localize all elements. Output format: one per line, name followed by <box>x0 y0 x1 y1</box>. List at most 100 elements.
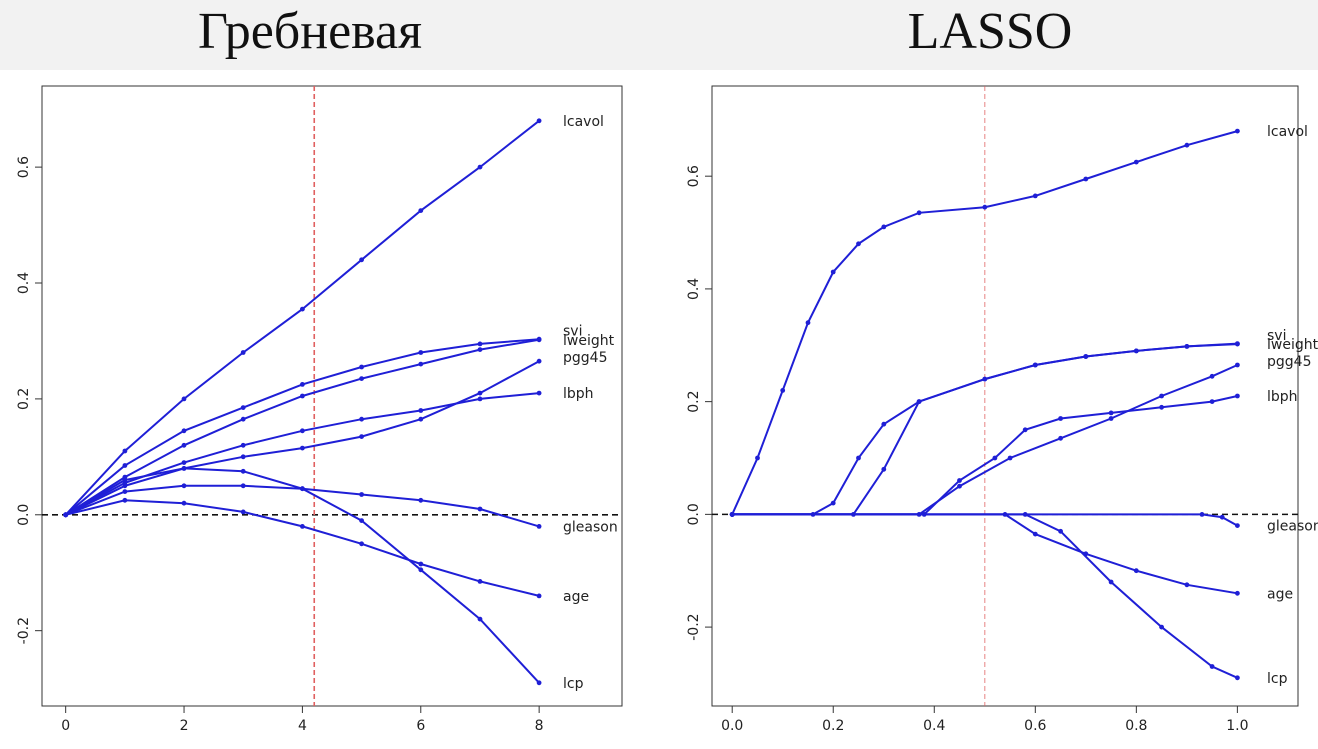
lasso-point-lcavol <box>856 241 861 247</box>
ridge-point-lbph <box>359 416 364 422</box>
ridge-point-lcavol <box>181 396 187 402</box>
ridge-point-lcavol <box>122 448 128 454</box>
lasso-point-lweight <box>1133 348 1139 354</box>
lasso-y-tick-label: 0.4 <box>686 278 702 300</box>
ridge-point-pgg45 <box>300 445 305 451</box>
lasso-end-label-svi: svi <box>1267 328 1286 344</box>
lasso-point-age <box>1235 590 1240 596</box>
ridge-point-lbph <box>477 396 483 402</box>
lasso-point-pgg45 <box>1235 362 1240 368</box>
lasso-point-lcavol <box>1083 176 1089 182</box>
lasso-end-label-lweight: lweight <box>1267 337 1318 353</box>
lasso-point-lcavol <box>830 269 836 275</box>
lasso-point-lcp <box>729 512 735 517</box>
ridge-point-svi <box>477 341 483 347</box>
lasso-point-lweight <box>881 421 887 427</box>
ridge-end-label-svi: svi <box>563 324 582 340</box>
ridge-point-lcp <box>359 518 364 523</box>
lasso-point-pgg45 <box>957 483 962 489</box>
lasso-series-lweight <box>732 343 1238 516</box>
ridge-point-lbph <box>536 390 542 396</box>
ridge-y-tick-label: 0.6 <box>16 156 32 178</box>
lasso-point-lweight <box>1184 344 1190 349</box>
lasso-point-lbph <box>1159 404 1164 410</box>
lasso-point-lcavol <box>755 455 760 461</box>
lasso-y-tick-label: 0.2 <box>686 391 702 413</box>
ridge-point-pgg45 <box>359 434 364 439</box>
lasso-point-lweight <box>830 500 836 506</box>
lasso-point-lcp <box>1159 624 1164 630</box>
ridge-y-tick-label: 0.0 <box>16 504 32 526</box>
ridge-point-lweight <box>181 442 187 448</box>
ridge-point-lcavol <box>300 306 305 312</box>
ridge-point-gleason <box>536 524 542 529</box>
ridge-point-age <box>359 541 364 547</box>
ridge-point-lcp <box>240 468 246 474</box>
lasso-end-label-gleason: gleason <box>1267 519 1318 535</box>
ridge-point-lbph <box>300 428 305 434</box>
lasso-end-label-pgg45: pgg45 <box>1267 354 1311 370</box>
ridge-x-tick-label: 2 <box>180 718 189 734</box>
ridge-point-lbph <box>181 460 187 465</box>
ridge-y-tick-label: 0.4 <box>16 272 32 294</box>
lasso-point-pgg45 <box>1159 393 1164 399</box>
lasso-end-label-lcavol: lcavol <box>1267 124 1308 140</box>
lasso-point-lweight <box>916 399 922 404</box>
left-chart-title: Гребневая <box>197 3 423 60</box>
lasso-y-tick-label: 0.0 <box>686 503 702 525</box>
ridge-point-svi <box>418 350 424 355</box>
lasso-point-gleason <box>1199 512 1205 517</box>
ridge-point-lweight <box>240 416 246 422</box>
lasso-point-lcavol <box>1032 193 1038 199</box>
ridge-end-label-gleason: gleason <box>563 519 618 535</box>
ridge-point-lweight <box>536 337 542 343</box>
lasso-point-lbph <box>992 455 998 461</box>
ridge-point-gleason <box>240 483 246 489</box>
lasso-point-age <box>1133 568 1139 574</box>
ridge-end-label-lcp: lcp <box>563 676 584 692</box>
lasso-end-label-lbph: lbph <box>1267 389 1298 405</box>
ridge-point-lbph <box>418 408 424 413</box>
ridge-point-lcp <box>300 486 305 492</box>
ridge-point-lcp <box>418 567 424 573</box>
lasso-point-lcp <box>1108 579 1114 585</box>
ridge-series-lbph <box>65 392 540 516</box>
ridge-point-lweight <box>359 376 364 381</box>
lasso-point-lbph <box>1108 410 1114 416</box>
ridge-end-label-age: age <box>563 589 589 605</box>
lasso-x-tick-label: 0.6 <box>1024 718 1046 734</box>
ridge-point-age <box>300 524 305 529</box>
lasso-point-pgg45 <box>1058 435 1063 441</box>
ridge-series-lcavol <box>64 120 540 516</box>
ridge-point-lcavol <box>536 118 542 124</box>
ridge-point-lcavol <box>359 257 364 263</box>
ridge-point-lcavol <box>418 208 424 214</box>
ridge-x-tick-label: 4 <box>298 718 307 734</box>
ridge-point-pgg45 <box>477 390 483 396</box>
ridge-series-gleason <box>65 484 540 528</box>
ridge-point-pgg45 <box>536 358 542 364</box>
ridge-end-label-pgg45: pgg45 <box>563 350 607 366</box>
title-banner <box>0 0 1318 70</box>
lasso-point-lcavol <box>881 224 887 230</box>
lasso-point-pgg45 <box>1209 373 1215 379</box>
lasso-point-lcavol <box>982 204 988 210</box>
ridge-point-lbph <box>240 442 246 448</box>
ridge-point-lcavol <box>477 164 483 170</box>
ridge-end-label-lweight: lweight <box>563 333 615 349</box>
lasso-point-lweight <box>1235 341 1240 347</box>
ridge-point-svi <box>359 364 364 370</box>
ridge-point-gleason <box>418 497 424 503</box>
lasso-x-tick-label: 1.0 <box>1226 718 1248 734</box>
lasso-point-lcp <box>1209 664 1215 669</box>
ridge-point-lcp <box>477 616 483 622</box>
lasso-point-lcavol <box>1235 128 1240 134</box>
lasso-x-tick-label: 0.0 <box>721 718 743 734</box>
lasso-series-lcavol <box>731 130 1238 515</box>
lasso-x-tick-label: 0.4 <box>923 718 945 734</box>
lasso-series-lbph <box>732 395 1238 516</box>
ridge-point-svi <box>122 463 128 468</box>
ridge-end-label-lcavol: lcavol <box>563 114 604 130</box>
lasso-point-lcp <box>1022 512 1028 517</box>
